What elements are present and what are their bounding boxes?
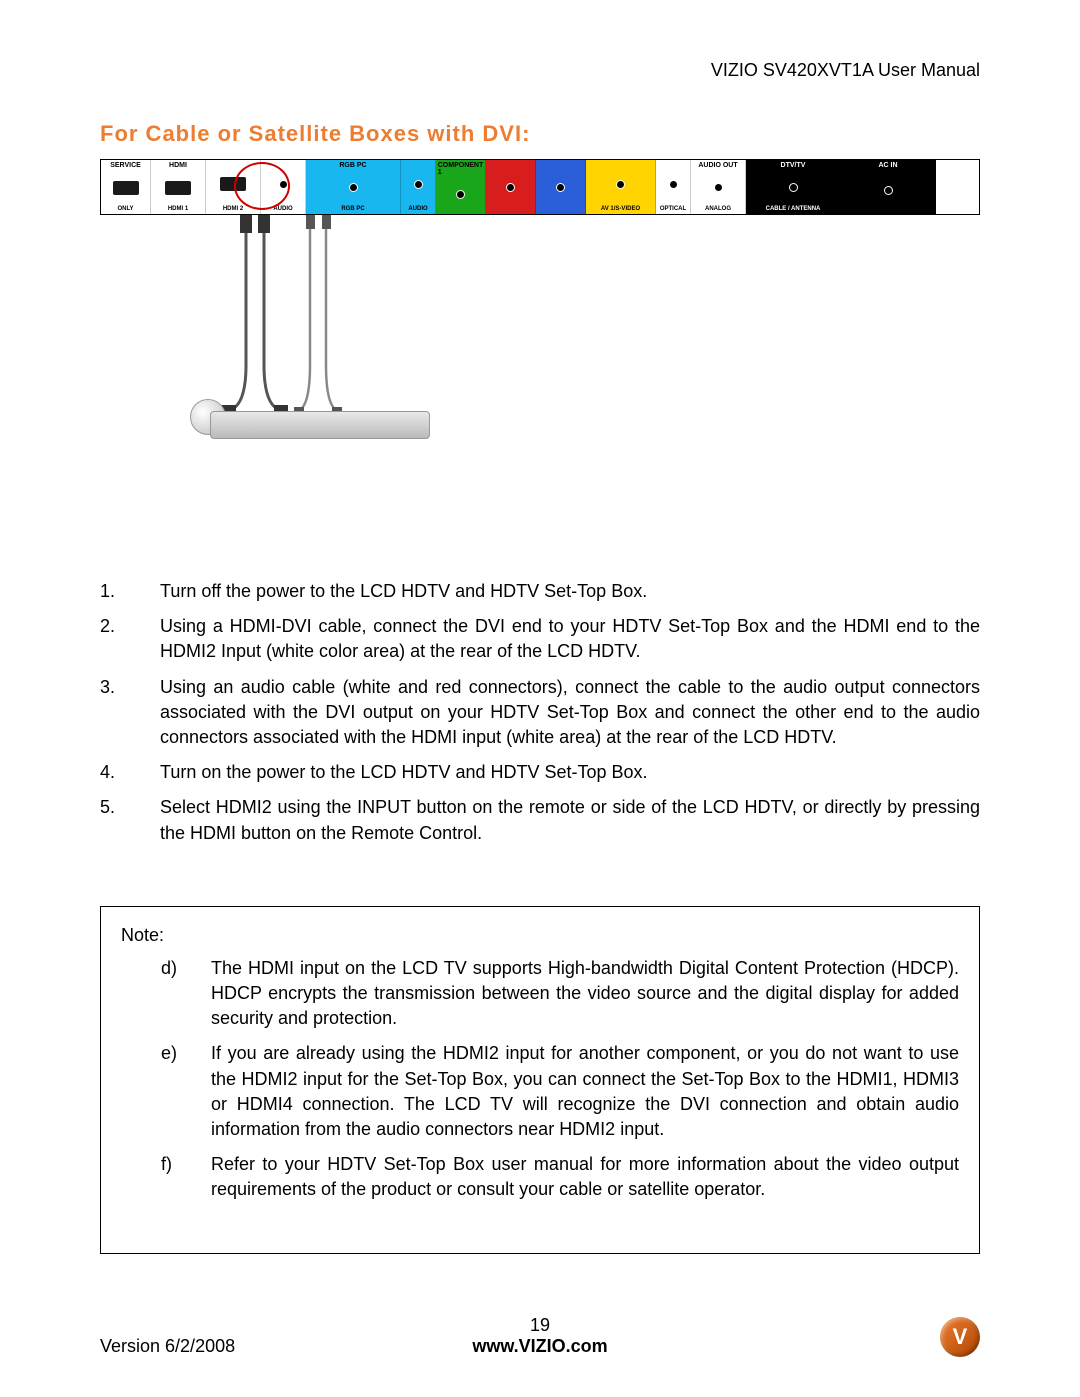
panel-label-top: HDMI: [169, 162, 187, 169]
step-text: Turn on the power to the LCD HDTV and HD…: [160, 760, 980, 785]
footer-url: www.VIZIO.com: [472, 1336, 607, 1356]
note-text: If you are already using the HDMI2 input…: [211, 1041, 959, 1142]
panel-label-bot: HDMI 2: [223, 206, 243, 212]
panel-section: RGB PC RGB PC: [306, 160, 401, 214]
panel-section: AUDIO OUT ANALOG: [691, 160, 746, 214]
step-text: Using a HDMI-DVI cable, connect the DVI …: [160, 614, 980, 664]
footer-version: Version 6/2/2008: [100, 1336, 235, 1357]
step-text: Using an audio cable (white and red conn…: [160, 675, 980, 751]
panel-section: AUDIO: [401, 160, 436, 214]
note-text: Refer to your HDTV Set-Top Box user manu…: [211, 1152, 959, 1202]
panel-label-bot: HDMI 1: [168, 206, 188, 212]
panel-label-top: RGB PC: [339, 162, 366, 169]
panel-port-icon: [349, 183, 358, 192]
panel-port-icon: [616, 180, 625, 189]
note-label: Note:: [121, 923, 959, 948]
panel-label-bot: AUDIO: [408, 206, 427, 212]
note-item: e)If you are already using the HDMI2 inp…: [121, 1041, 959, 1142]
instruction-step: Turn off the power to the LCD HDTV and H…: [100, 579, 980, 604]
panel-label-bot: AUDIO: [273, 206, 292, 212]
panel-section: SERVICE ONLY: [101, 160, 151, 214]
panel-section: [536, 160, 586, 214]
panel-label-bot: ONLY: [117, 206, 133, 212]
note-box: Note: d)The HDMI input on the LCD TV sup…: [100, 906, 980, 1254]
panel-label-bot: CABLE / ANTENNA: [766, 206, 821, 212]
panel-port-icon: [506, 183, 515, 192]
note-marker: f): [121, 1152, 211, 1202]
panel-section: AV 1/S-VIDEO: [586, 160, 656, 214]
panel-port-icon: [789, 183, 798, 192]
panel-section: HDMI HDMI 1: [151, 160, 206, 214]
panel-label-bot: OPTICAL: [660, 206, 686, 212]
panel-port-icon: [220, 177, 246, 191]
panel-section: HDMI 2: [206, 160, 261, 214]
panel-section: AUDIO: [261, 160, 306, 214]
section-title: For Cable or Satellite Boxes with DVI:: [100, 121, 980, 147]
panel-port-icon: [884, 186, 893, 195]
page-footer: Version 6/2/2008 19 www.VIZIO.com V: [100, 1317, 980, 1357]
step-text: Select HDMI2 using the INPUT button on t…: [160, 795, 980, 845]
connection-diagram: SERVICEONLYHDMIHDMI 1HDMI 2AUDIORGB PCRG…: [100, 159, 980, 449]
note-list: d)The HDMI input on the LCD TV supports …: [121, 956, 959, 1203]
panel-port-icon: [279, 180, 288, 189]
panel-section: OPTICAL: [656, 160, 691, 214]
panel-port-icon: [669, 180, 678, 189]
panel-label-top: DTV/TV: [781, 162, 806, 169]
vizio-logo-icon: V: [940, 1317, 980, 1357]
panel-label-top: AC IN: [878, 162, 897, 169]
note-text: The HDMI input on the LCD TV supports Hi…: [211, 956, 959, 1032]
panel-section: DTV/TV CABLE / ANTENNA: [746, 160, 841, 214]
panel-section: AC IN: [841, 160, 936, 214]
instruction-step: Using an audio cable (white and red conn…: [100, 675, 980, 751]
panel-port-icon: [456, 190, 465, 199]
panel-port-icon: [714, 183, 723, 192]
panel-label-bot: ANALOG: [705, 206, 731, 212]
instruction-steps: Turn off the power to the LCD HDTV and H…: [100, 579, 980, 846]
header-title: VIZIO SV420XVT1A User Manual: [100, 60, 980, 81]
panel-label-bot: AV 1/S-VIDEO: [601, 206, 640, 212]
instruction-step: Using a HDMI-DVI cable, connect the DVI …: [100, 614, 980, 664]
panel-label-top: COMPONENT 1: [438, 162, 484, 176]
panel-label-top: AUDIO OUT: [698, 162, 737, 169]
panel-port-icon: [113, 181, 139, 195]
panel-label-bot: RGB PC: [341, 206, 364, 212]
instruction-step: Select HDMI2 using the INPUT button on t…: [100, 795, 980, 845]
note-item: d)The HDMI input on the LCD TV supports …: [121, 956, 959, 1032]
panel-section: COMPONENT 1: [436, 160, 486, 214]
instruction-step: Turn on the power to the LCD HDTV and HD…: [100, 760, 980, 785]
stb-body: [210, 411, 430, 439]
note-item: f)Refer to your HDTV Set-Top Box user ma…: [121, 1152, 959, 1202]
set-top-box-illustration: [190, 399, 440, 444]
footer-center: 19 www.VIZIO.com: [472, 1315, 607, 1357]
panel-port-icon: [165, 181, 191, 195]
note-marker: e): [121, 1041, 211, 1142]
panel-label-top: SERVICE: [110, 162, 141, 169]
rear-panel-strip: SERVICEONLYHDMIHDMI 1HDMI 2AUDIORGB PCRG…: [100, 159, 980, 215]
panel-port-icon: [414, 180, 423, 189]
step-text: Turn off the power to the LCD HDTV and H…: [160, 579, 980, 604]
note-marker: d): [121, 956, 211, 1032]
panel-port-icon: [556, 183, 565, 192]
page-number: 19: [472, 1315, 607, 1336]
panel-section: [486, 160, 536, 214]
